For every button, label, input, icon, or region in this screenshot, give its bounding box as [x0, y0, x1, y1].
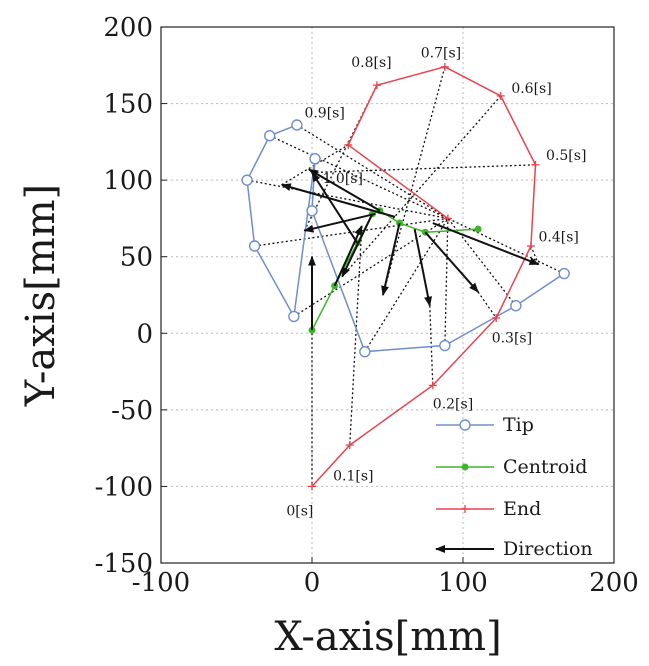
x-tick-label: 0 [304, 568, 321, 598]
tip-marker [306, 205, 318, 217]
tip-marker [359, 345, 371, 358]
connector-line [349, 226, 363, 446]
x-tick-label: 200 [589, 568, 639, 598]
connector-line [477, 291, 497, 319]
connector-line [429, 305, 434, 386]
x-axis-label: X-axis[mm] [274, 614, 501, 660]
time-annotation: 0.6[s] [511, 81, 551, 97]
x-tick-label: -100 [132, 568, 190, 598]
connector-lines [246, 66, 565, 487]
legend-label: Direction [503, 538, 593, 560]
direction-arrow [432, 222, 540, 266]
time-annotation: 0.1[s] [333, 468, 373, 484]
connector-line [281, 144, 349, 186]
connector-line [530, 245, 540, 265]
time-annotation: 1.0[s] [323, 171, 363, 187]
legend-label: End [503, 498, 541, 520]
tip-marker [439, 339, 451, 352]
y-tick-label: -50 [111, 396, 153, 426]
time-annotation: 0.8[s] [351, 55, 391, 71]
connector-line [382, 66, 446, 296]
tip-marker [459, 419, 471, 431]
tip-marker [510, 300, 522, 312]
connector-line [447, 217, 565, 275]
tip-marker [558, 267, 570, 280]
legend: Tip Centroid End Direction [435, 414, 593, 560]
centroid-marker [461, 463, 469, 471]
y-tick-label: -100 [95, 472, 153, 502]
connector-line [293, 217, 449, 317]
time-annotation: 0[s] [286, 504, 313, 520]
direction-arrow [280, 183, 396, 218]
y-tick-label: 50 [120, 243, 153, 273]
connector-line [269, 135, 449, 220]
direction-arrows [280, 168, 540, 331]
legend-label: Centroid [503, 456, 587, 478]
legend-label: Tip [503, 414, 534, 436]
direction-arrow [308, 168, 381, 212]
time-annotation: 0.9[s] [304, 105, 344, 121]
time-annotation: 0.5[s] [546, 148, 586, 164]
direction-arrow [424, 231, 479, 293]
time-annotation: 0.3[s] [492, 330, 532, 346]
y-tick-label: 0 [136, 319, 153, 349]
y-tick-label: 200 [103, 13, 153, 43]
y-tick-label: 150 [103, 90, 153, 120]
centroid-series-line [311, 209, 479, 331]
connector-line [447, 218, 517, 307]
connector-line [341, 95, 502, 278]
connector-line [444, 218, 449, 346]
tip-marker [264, 130, 276, 142]
direction-arrow [341, 213, 374, 278]
direction-arrow [333, 225, 363, 287]
tip-marker [248, 240, 261, 252]
tip-marker [241, 174, 253, 186]
x-tick-label: 100 [438, 568, 488, 598]
connector-line [364, 218, 449, 353]
tip-marker [291, 119, 303, 131]
plot-frame [160, 26, 615, 564]
connector-line [254, 217, 448, 247]
direction-arrow [303, 212, 376, 233]
y-axis-label: Y-axis[mm] [18, 184, 64, 407]
tip-marker [309, 153, 321, 165]
time-annotations: 0[s] 0.1[s] 0.2[s] 0.3[s] 0.4[s] 0.5[s] 0.6[s]… [286, 46, 586, 520]
grid-lines [161, 27, 614, 563]
y-tick-label: -150 [95, 549, 153, 579]
time-annotation: 0.2[s] [433, 396, 473, 412]
time-annotation: 0.7[s] [421, 46, 461, 62]
series-lines [241, 62, 570, 491]
time-annotation: 0.4[s] [539, 229, 579, 245]
direction-arrow [413, 228, 432, 307]
direction-arrow [311, 171, 359, 244]
direction-arrow [381, 222, 401, 296]
centroid-marker [474, 225, 482, 233]
tip-marker [288, 310, 300, 323]
y-tick-label: 100 [103, 166, 153, 196]
connector-line [311, 164, 536, 174]
